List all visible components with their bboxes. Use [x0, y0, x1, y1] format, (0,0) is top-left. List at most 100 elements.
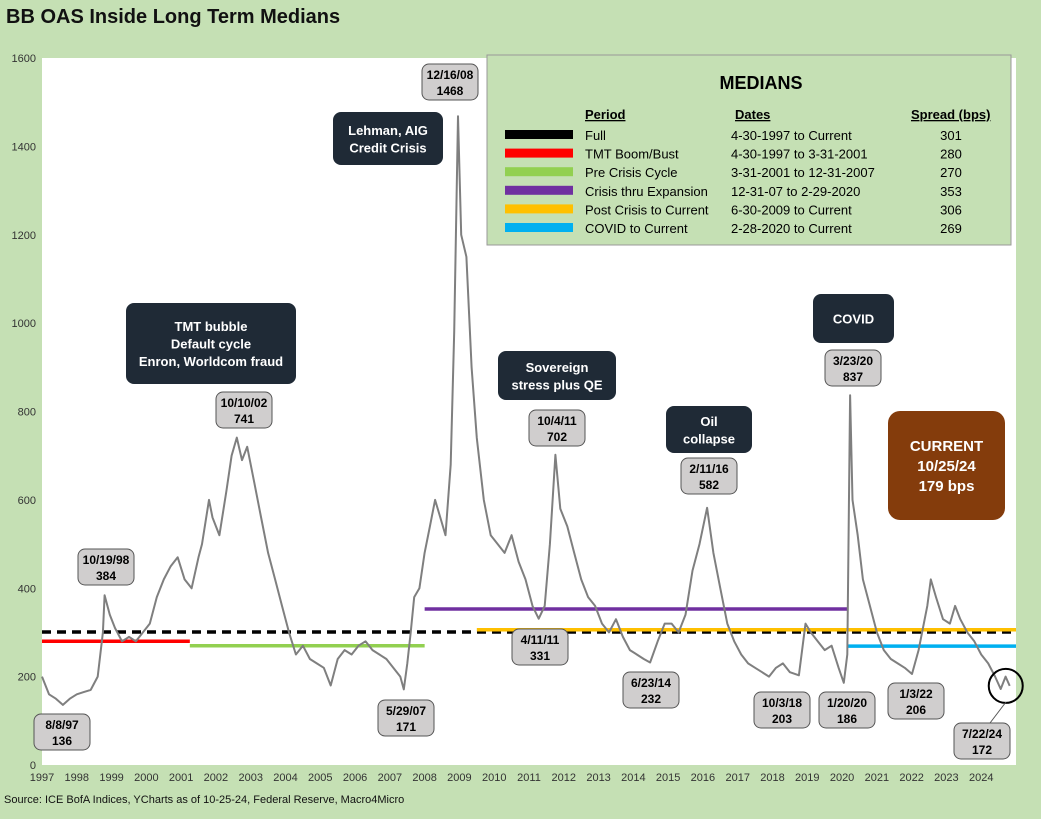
legend-period: Full: [585, 128, 606, 143]
annotation-text: Sovereign: [526, 360, 589, 375]
point-label-value: 206: [906, 703, 926, 717]
x-tick-label: 2008: [412, 772, 436, 784]
point-label-box: [77, 548, 135, 586]
point-label-box: [377, 699, 435, 737]
x-tick-label: 1997: [30, 772, 54, 784]
x-tick-label: 2024: [969, 772, 993, 784]
x-tick-label: 2014: [621, 772, 645, 784]
current-text: CURRENT: [910, 438, 983, 455]
legend-dates: 4-30-1997 to Current: [731, 128, 852, 143]
series-line: [41, 115, 1011, 706]
legend-spread: 301: [940, 128, 962, 143]
point-label-box: [680, 457, 738, 495]
x-tick-label: 2015: [656, 772, 680, 784]
legend-swatch: [505, 148, 573, 158]
point-label-value: 203: [772, 712, 792, 726]
y-tick-label: 200: [18, 672, 36, 684]
point-label-box: [622, 671, 680, 709]
annotation-text: Lehman, AIG: [348, 123, 428, 138]
chart-title: BB OAS Inside Long Term Medians: [6, 6, 341, 28]
point-label-box: [215, 391, 273, 429]
x-tick-label: 2011: [517, 772, 541, 784]
current-text: 10/25/24: [917, 458, 976, 475]
y-tick-label: 800: [18, 407, 36, 419]
x-tick-label: 2003: [238, 772, 262, 784]
point-label-box: [818, 691, 876, 729]
x-tick-label: 2005: [308, 772, 332, 784]
x-tick-label: 2009: [447, 772, 471, 784]
x-tick-label: 2010: [482, 772, 506, 784]
annotation-text: collapse: [683, 431, 735, 446]
legend-dates: 4-30-1997 to 3-31-2001: [731, 147, 868, 162]
point-label-date: 10/19/98: [83, 553, 130, 567]
point-label-date: 4/11/11: [521, 633, 560, 647]
current-text: 179 bps: [919, 478, 975, 495]
legend-spread: 269: [940, 221, 962, 236]
x-tick-label: 2017: [725, 772, 749, 784]
annotation-text: Enron, Worldcom fraud: [139, 354, 283, 369]
point-label-value: 232: [641, 692, 661, 706]
x-tick-label: 2007: [378, 772, 402, 784]
point-label-value: 702: [547, 430, 567, 444]
y-tick-label: 1400: [12, 141, 36, 153]
point-label-value: 582: [699, 478, 719, 492]
legend-dates: 2-28-2020 to Current: [731, 221, 852, 236]
point-label-date: 2/11/16: [689, 462, 729, 476]
x-tick-label: 2022: [899, 772, 923, 784]
x-tick-label: 2018: [760, 772, 784, 784]
y-tick-label: 600: [18, 495, 36, 507]
annotation-box: [333, 112, 443, 165]
x-tick-label: 2013: [586, 772, 610, 784]
point-label-date: 12/16/08: [427, 68, 474, 82]
y-tick-label: 400: [18, 583, 36, 595]
annotation-text: Oil: [700, 414, 717, 429]
x-tick-label: 2012: [552, 772, 576, 784]
x-tick-label: 2019: [795, 772, 819, 784]
x-tick-label: 1999: [99, 772, 123, 784]
y-tick-label: 1000: [12, 318, 36, 330]
point-label-value: 331: [530, 649, 550, 663]
point-label-date: 1/3/22: [899, 687, 933, 701]
x-tick-label: 2000: [134, 772, 158, 784]
point-label-box: [824, 349, 882, 387]
medians-header: Dates: [735, 107, 770, 122]
legend-swatch: [505, 167, 573, 177]
medians-header: Spread (bps): [911, 107, 990, 122]
y-tick-label: 1200: [12, 230, 36, 242]
legend-spread: 306: [940, 202, 962, 217]
point-label-box: [953, 722, 1011, 760]
point-label-date: 6/23/14: [631, 676, 671, 690]
x-tick-label: 2020: [830, 772, 854, 784]
point-label-value: 172: [972, 743, 992, 757]
point-label-date: 1/20/20: [827, 696, 867, 710]
legend-swatch: [505, 185, 573, 195]
annotation-text: COVID: [833, 312, 874, 327]
legend-swatch: [505, 223, 573, 232]
point-label-box: [421, 63, 479, 101]
point-label-value: 171: [396, 720, 416, 734]
x-tick-label: 2023: [934, 772, 958, 784]
annotation-text: Default cycle: [171, 337, 251, 352]
point-label-date: 7/22/24: [962, 727, 1002, 741]
point-label-date: 5/29/07: [386, 704, 426, 718]
annotation-text: TMT bubble: [175, 319, 248, 334]
point-label-value: 384: [96, 569, 116, 583]
annotation-box: [126, 303, 296, 384]
legend-period: COVID to Current: [585, 221, 688, 236]
annotation-text: Credit Crisis: [349, 140, 426, 155]
annotation-box: [813, 294, 894, 343]
medians-legend: [486, 54, 1012, 246]
point-label-date: 10/3/18: [762, 696, 802, 710]
annotation-box: [498, 351, 616, 400]
point-label-value: 741: [234, 412, 254, 426]
legend-spread: 353: [940, 184, 962, 199]
point-label-date: 10/10/02: [221, 396, 268, 410]
x-tick-label: 2004: [273, 772, 297, 784]
point-label-box: [887, 682, 945, 720]
legend-dates: 12-31-07 to 2-29-2020: [731, 184, 860, 199]
annotation-text: stress plus QE: [511, 377, 602, 392]
point-label-date: 10/4/11: [537, 414, 577, 428]
legend-swatch: [505, 204, 573, 214]
x-tick-label: 2001: [169, 772, 193, 784]
